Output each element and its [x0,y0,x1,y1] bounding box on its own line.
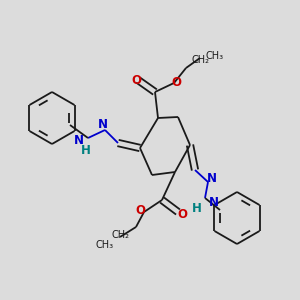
Text: O: O [171,76,181,88]
Text: O: O [131,74,141,88]
Text: N: N [207,172,217,185]
Text: N: N [98,118,108,131]
Text: CH₃: CH₃ [96,240,114,250]
Text: CH₂: CH₂ [192,55,210,65]
Text: O: O [135,203,145,217]
Text: O: O [177,208,187,220]
Text: N: N [74,134,84,146]
Text: CH₃: CH₃ [206,51,224,61]
Text: N: N [209,196,219,208]
Text: CH₂: CH₂ [112,230,130,240]
Text: H: H [81,143,91,157]
Text: H: H [192,202,202,214]
